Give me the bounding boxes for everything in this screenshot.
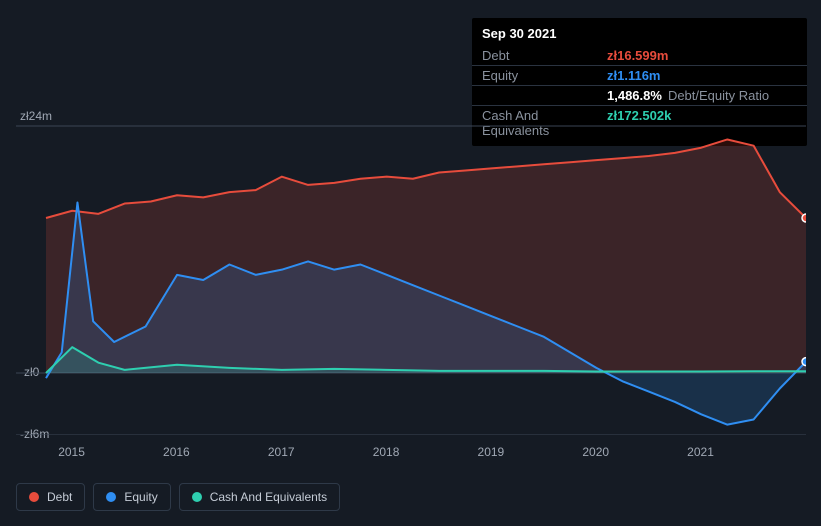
legend-item[interactable]: Debt (16, 483, 85, 511)
tooltip-row: 1,486.8%Debt/Equity Ratio (472, 86, 807, 106)
legend-label: Cash And Equivalents (210, 490, 327, 504)
chart-legend: Debt Equity Cash And Equivalents (16, 483, 340, 511)
tooltip-row-label (482, 88, 607, 103)
x-axis-label: 2021 (687, 445, 714, 459)
x-axis-label: 2020 (582, 445, 609, 459)
y-axis-label-top: zł24m (20, 109, 52, 123)
legend-label: Debt (47, 490, 72, 504)
tooltip-date: Sep 30 2021 (472, 24, 807, 46)
tooltip-row-label: Equity (482, 68, 607, 83)
legend-dot-icon (29, 492, 39, 502)
x-axis-label: 2016 (163, 445, 190, 459)
tooltip-row-value: zł1.116m (607, 68, 661, 83)
tooltip-row-value: zł16.599m (607, 48, 668, 63)
chart-svg (16, 125, 806, 435)
tooltip-row-label: Debt (482, 48, 607, 63)
chart-area (16, 125, 806, 435)
x-axis-label: 2017 (268, 445, 295, 459)
legend-dot-icon (192, 492, 202, 502)
x-axis-label: 2015 (58, 445, 85, 459)
tooltip-row: Debtzł16.599m (472, 46, 807, 66)
x-axis-label: 2019 (478, 445, 505, 459)
tooltip-row: Equityzł1.116m (472, 66, 807, 86)
legend-label: Equity (124, 490, 157, 504)
tooltip-row-value: 1,486.8%Debt/Equity Ratio (607, 88, 769, 103)
legend-item[interactable]: Equity (93, 483, 170, 511)
legend-item[interactable]: Cash And Equivalents (179, 483, 340, 511)
legend-dot-icon (106, 492, 116, 502)
x-axis-label: 2018 (373, 445, 400, 459)
